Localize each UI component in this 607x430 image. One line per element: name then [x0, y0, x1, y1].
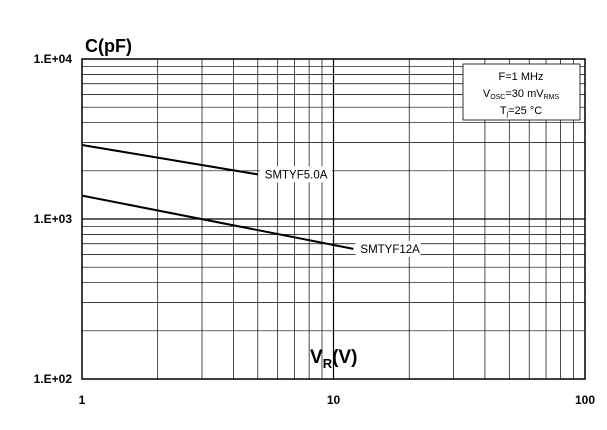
- x-axis-label: VR(V): [310, 347, 357, 371]
- tick-labels: 1 10 100 1.E+02 1.E+03 1.E+04: [34, 52, 596, 407]
- x-tick-label: 100: [575, 393, 595, 407]
- conditions-box-frame: [462, 63, 581, 121]
- condition-vosc: VOSC=30 mVRMS: [483, 88, 560, 101]
- condition-tj: Tj=25 °C: [500, 105, 542, 118]
- y-tick-label: 1.E+04: [34, 52, 73, 66]
- svg-text:VR(V): VR(V): [310, 347, 357, 371]
- series-label-bg: [259, 166, 332, 183]
- y-axis-label: C(pF): [85, 36, 132, 56]
- conditions-box: F=1 MHz VOSC=30 mVRMS Tj=25 °C: [462, 63, 581, 121]
- condition-frequency: F=1 MHz: [499, 71, 544, 83]
- x-axis-label-main: V: [310, 347, 323, 368]
- series-label-bg: [355, 240, 421, 257]
- plot-frame: [81, 58, 586, 380]
- x-axis-label-unit: (V): [332, 347, 357, 368]
- y-tick-label: 1.E+02: [34, 372, 73, 386]
- series-labels: SMTYF5.0A SMTYF12A: [259, 166, 421, 257]
- x-axis-label-sub: R: [323, 356, 333, 371]
- series-line-2: [81, 194, 354, 250]
- series-line-1: [81, 144, 258, 176]
- series-layer: [81, 144, 354, 250]
- y-tick-label: 1.E+03: [34, 212, 73, 226]
- x-tick-label: 10: [327, 393, 341, 407]
- x-tick-label: 1: [79, 393, 86, 407]
- series-label-2: SMTYF12A: [360, 244, 420, 256]
- series-label-1: SMTYF5.0A: [265, 169, 328, 181]
